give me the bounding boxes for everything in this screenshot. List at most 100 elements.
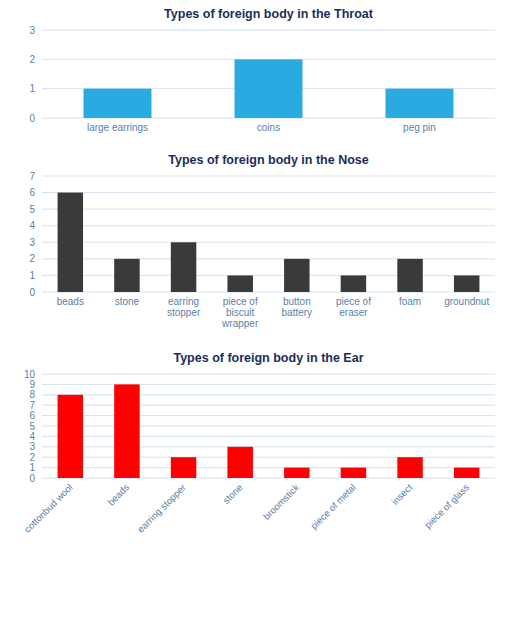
y-tick-label: 9 [29,379,35,390]
label-line: beads [57,296,84,307]
grid-line [42,478,495,479]
grid-line [42,436,495,437]
chart-title: Types of foreign body in the Throat [164,7,374,21]
y-tick-label: 2 [29,54,35,65]
x-tick-label: piece of metal [308,482,358,532]
bar [114,384,139,478]
bar [58,395,83,478]
x-tick-label: beads [105,481,131,507]
bar [171,242,196,292]
x-tick-label: piece of glass [422,481,471,530]
bar [284,259,309,292]
label-line: biscuit [226,307,255,318]
panel: Types of foreign body in the Throat 0 1 2 3 l… [29,7,495,133]
grid-line [42,446,495,447]
x-tick-label: stone [220,482,244,506]
y-tick-label: 0 [29,473,35,484]
label-line: piece of [336,296,371,307]
y-tick-label: 8 [29,389,35,400]
bar [397,457,422,478]
y-tick-label: 7 [29,400,35,411]
grid-line [42,192,495,193]
x-tick-label: groundnut [444,296,489,307]
chart-title: Types of foreign body in the Nose [168,153,369,167]
x-tick-label: earring stopper [135,482,188,535]
label-line: stopper [167,307,201,318]
x-tick-label: coins [257,122,280,133]
bar [454,275,479,292]
x-tick-label: beads [57,296,84,307]
grid-line [42,394,495,395]
label-line: large earrings [87,122,148,133]
grid-line [42,242,495,243]
x-tick-label: stone [115,296,140,307]
x-tick-label: piece oferaser [336,296,371,318]
grid-line [42,384,495,385]
x-tick-label: broomstick [261,481,301,521]
bars [58,193,480,292]
x-tick-label: cottonbud wool [22,482,75,535]
label-line: battery [282,307,313,318]
label-line: stone [115,296,140,307]
bar [397,259,422,292]
y-tick-label: 5 [29,204,35,215]
bar [386,89,454,118]
y-tick-label: 10 [24,369,36,380]
label-line: piece of [223,296,258,307]
grid-line [42,30,495,31]
grid-line [42,415,495,416]
grid-line [42,292,495,293]
grid-line [42,275,495,276]
y-tick-label: 1 [29,270,35,281]
grid-line [42,457,495,458]
label-line: foam [399,296,421,307]
y-tick-label: 4 [29,220,35,231]
grid-line [42,225,495,226]
bar [58,193,83,292]
x-tick-label: buttonbattery [282,296,313,318]
grid-line [42,405,495,406]
label-line: eraser [339,307,368,318]
y-tick-label: 3 [29,237,35,248]
bar [114,259,139,292]
bar [235,59,303,118]
grid-line [42,374,495,375]
grid-line [42,467,495,468]
bar [84,89,152,118]
grid-line [42,426,495,427]
x-tick-label: piece ofbiscuitwrapper [221,296,259,329]
grid-line [42,258,495,259]
y-tick-label: 3 [29,25,35,36]
y-tick-label: 6 [29,187,35,198]
y-tick-label: 1 [29,83,35,94]
y-tick-label: 1 [29,462,35,473]
x-tick-label: insect [389,481,415,507]
label-line: earring [168,296,199,307]
bar [171,457,196,478]
chart-title: Types of foreign body in the Ear [173,351,363,365]
y-tick-label: 4 [29,431,35,442]
x-tick-label: large earrings [87,122,148,133]
bar [284,468,309,478]
y-tick-label: 3 [29,441,35,452]
y-tick-label: 2 [29,452,35,463]
bars [84,59,454,118]
bar [454,468,479,478]
label-line: wrapper [221,318,259,329]
x-tick-label: foam [399,296,421,307]
label-line: groundnut [444,296,489,307]
chart-root: Types of foreign body in the Throat0123l… [0,0,505,634]
grid-line [42,209,495,210]
y-tick-label: 7 [29,171,35,182]
label-line: coins [257,122,280,133]
grid-line [42,176,495,177]
bar [341,275,366,292]
y-tick-label: 5 [29,421,35,432]
label-line: peg pin [403,122,436,133]
panel: Types of foreign body in the Ear01234567… [22,351,495,535]
y-tick-label: 0 [29,287,35,298]
label-line: button [283,296,311,307]
x-tick-label: peg pin [403,122,436,133]
bar [341,468,366,478]
y-tick-label: 0 [29,113,35,124]
